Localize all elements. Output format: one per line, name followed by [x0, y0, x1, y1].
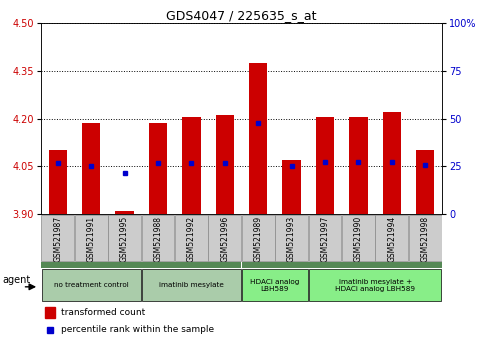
Text: transformed count: transformed count — [61, 308, 145, 317]
FancyBboxPatch shape — [175, 215, 208, 262]
Text: HDACi analog
LBH589: HDACi analog LBH589 — [250, 279, 299, 292]
Text: agent: agent — [2, 275, 30, 285]
Bar — [45, 307, 55, 318]
Bar — [115, 211, 134, 214]
Bar — [349, 117, 368, 214]
Bar — [49, 150, 67, 214]
Text: GSM521990: GSM521990 — [354, 216, 363, 262]
FancyBboxPatch shape — [242, 269, 308, 301]
Bar — [149, 124, 167, 214]
Bar — [82, 124, 100, 214]
Bar — [182, 117, 200, 214]
Text: no treatment control: no treatment control — [54, 282, 128, 288]
FancyBboxPatch shape — [142, 215, 174, 262]
FancyBboxPatch shape — [209, 215, 241, 262]
FancyBboxPatch shape — [309, 269, 441, 301]
Bar — [215, 115, 234, 214]
Text: percentile rank within the sample: percentile rank within the sample — [61, 325, 214, 334]
Bar — [316, 117, 334, 214]
FancyBboxPatch shape — [42, 269, 141, 301]
FancyBboxPatch shape — [342, 215, 375, 262]
Bar — [383, 112, 401, 214]
Text: GSM521996: GSM521996 — [220, 216, 229, 262]
Text: imatinib mesylate +
HDACi analog LBH589: imatinib mesylate + HDACi analog LBH589 — [335, 279, 415, 292]
FancyBboxPatch shape — [41, 262, 141, 268]
FancyBboxPatch shape — [75, 215, 108, 262]
Text: GSM521992: GSM521992 — [187, 216, 196, 262]
FancyBboxPatch shape — [242, 262, 308, 268]
FancyBboxPatch shape — [375, 215, 408, 262]
Text: imatinib mesylate: imatinib mesylate — [159, 282, 224, 288]
Text: GSM521991: GSM521991 — [86, 216, 96, 262]
Bar — [416, 150, 434, 214]
FancyBboxPatch shape — [142, 269, 241, 301]
FancyBboxPatch shape — [309, 215, 341, 262]
Text: GSM521989: GSM521989 — [254, 216, 263, 262]
Text: GSM521995: GSM521995 — [120, 216, 129, 262]
FancyBboxPatch shape — [42, 215, 74, 262]
Title: GDS4047 / 225635_s_at: GDS4047 / 225635_s_at — [166, 9, 317, 22]
FancyBboxPatch shape — [409, 215, 441, 262]
FancyBboxPatch shape — [275, 215, 308, 262]
Text: GSM521988: GSM521988 — [154, 216, 162, 262]
FancyBboxPatch shape — [142, 262, 242, 268]
FancyBboxPatch shape — [309, 262, 442, 268]
Text: GSM521987: GSM521987 — [53, 216, 62, 262]
Text: GSM521993: GSM521993 — [287, 216, 296, 262]
FancyBboxPatch shape — [108, 215, 141, 262]
Bar — [249, 63, 268, 214]
Text: GSM521998: GSM521998 — [421, 216, 430, 262]
Bar — [283, 160, 301, 214]
Text: GSM521997: GSM521997 — [321, 216, 329, 262]
Text: GSM521994: GSM521994 — [387, 216, 397, 262]
FancyBboxPatch shape — [242, 215, 274, 262]
